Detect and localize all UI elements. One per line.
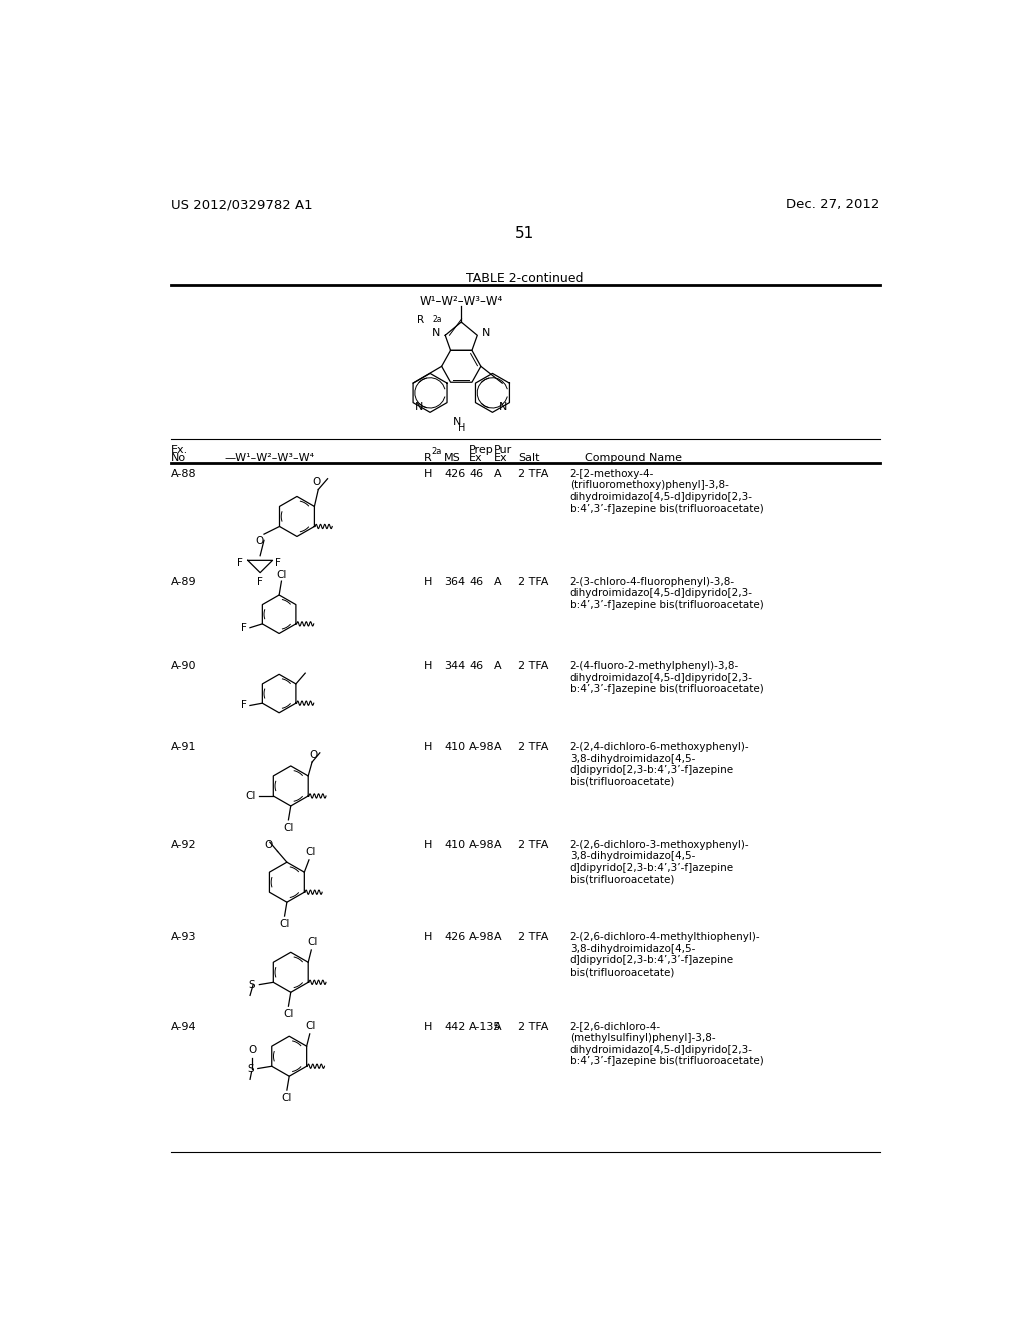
Text: 426: 426 [444, 932, 466, 942]
Text: H: H [424, 742, 432, 752]
Text: 51: 51 [515, 226, 535, 242]
Text: Cl: Cl [305, 1020, 315, 1031]
Text: 2-(2,6-dichloro-3-methoxyphenyl)-
3,8-dihydroimidazo[4,5-
d]dipyrido[2,3-b:4’,3’: 2-(2,6-dichloro-3-methoxyphenyl)- 3,8-di… [569, 840, 750, 884]
Text: N: N [499, 403, 508, 412]
Text: H: H [424, 1022, 432, 1031]
Text: 2a: 2a [432, 447, 442, 457]
Text: O: O [255, 536, 263, 545]
Text: A-94: A-94 [171, 1022, 197, 1031]
Text: 2-[2,6-dichloro-4-
(methylsulfinyl)phenyl]-3,8-
dihydroimidazo[4,5-d]dipyrido[2,: 2-[2,6-dichloro-4- (methylsulfinyl)pheny… [569, 1022, 764, 1067]
Text: Cl: Cl [246, 791, 256, 801]
Text: Cl: Cl [276, 570, 287, 579]
Text: F: F [238, 557, 243, 568]
Text: TABLE 2-continued: TABLE 2-continued [466, 272, 584, 285]
Text: A: A [494, 742, 502, 752]
Text: MS: MS [444, 453, 461, 463]
Text: Cl: Cl [284, 822, 294, 833]
Text: N: N [482, 327, 490, 338]
Text: 410: 410 [444, 742, 465, 752]
Text: Prep: Prep [469, 445, 494, 455]
Text: Pur: Pur [494, 445, 512, 455]
Text: O: O [309, 750, 317, 760]
Text: H: H [424, 577, 432, 586]
Text: 2 TFA: 2 TFA [518, 469, 548, 479]
Text: A-92: A-92 [171, 840, 197, 850]
Text: Ex.: Ex. [171, 445, 187, 455]
Text: A: A [494, 840, 502, 850]
Text: 2 TFA: 2 TFA [518, 932, 548, 942]
Text: Ex: Ex [469, 453, 482, 463]
Text: 2 TFA: 2 TFA [518, 1022, 548, 1031]
Text: N: N [453, 417, 461, 428]
Text: F: F [241, 623, 247, 634]
Text: 2a: 2a [433, 315, 442, 323]
Text: 2 TFA: 2 TFA [518, 742, 548, 752]
Text: W¹–W²–W³–W⁴: W¹–W²–W³–W⁴ [420, 296, 503, 309]
Text: H: H [424, 932, 432, 942]
Text: 2-[2-methoxy-4-
(trifluoromethoxy)phenyl]-3,8-
dihydroimidazo[4,5-d]dipyrido[2,3: 2-[2-methoxy-4- (trifluoromethoxy)phenyl… [569, 469, 764, 513]
Text: 426: 426 [444, 469, 466, 479]
Text: A: A [494, 577, 502, 586]
Text: No: No [171, 453, 185, 463]
Text: A-98: A-98 [469, 932, 495, 942]
Text: A-91: A-91 [171, 742, 197, 752]
Text: R: R [417, 315, 424, 325]
Text: A: A [494, 469, 502, 479]
Text: 2 TFA: 2 TFA [518, 577, 548, 586]
Text: A-88: A-88 [171, 469, 197, 479]
Text: 2-(4-fluoro-2-methylphenyl)-3,8-
dihydroimidazo[4,5-d]dipyrido[2,3-
b:4’,3’-f]az: 2-(4-fluoro-2-methylphenyl)-3,8- dihydro… [569, 661, 764, 694]
Text: 2-(3-chloro-4-fluorophenyl)-3,8-
dihydroimidazo[4,5-d]dipyrido[2,3-
b:4’,3’-f]az: 2-(3-chloro-4-fluorophenyl)-3,8- dihydro… [569, 577, 764, 610]
Text: A-93: A-93 [171, 932, 197, 942]
Text: S: S [249, 979, 255, 990]
Text: 46: 46 [469, 661, 483, 671]
Text: H: H [424, 661, 432, 671]
Text: O: O [264, 840, 272, 850]
Text: A: A [494, 1022, 502, 1031]
Text: 364: 364 [444, 577, 465, 586]
Text: US 2012/0329782 A1: US 2012/0329782 A1 [171, 198, 312, 211]
Text: F: F [257, 577, 263, 586]
Text: A-90: A-90 [171, 661, 197, 671]
Text: 2 TFA: 2 TFA [518, 840, 548, 850]
Text: R: R [424, 453, 432, 463]
Text: H: H [424, 469, 432, 479]
Text: Cl: Cl [307, 937, 317, 946]
Text: 2 TFA: 2 TFA [518, 661, 548, 671]
Text: 344: 344 [444, 661, 466, 671]
Text: 46: 46 [469, 469, 483, 479]
Text: H: H [424, 840, 432, 850]
Text: F: F [241, 701, 247, 710]
Text: Salt: Salt [518, 453, 540, 463]
Text: Cl: Cl [280, 919, 290, 929]
Text: Cl: Cl [282, 1093, 292, 1104]
Text: A: A [494, 932, 502, 942]
Text: F: F [274, 557, 281, 568]
Text: 2-(2,6-dichloro-4-methylthiophenyl)-
3,8-dihydroimidazo[4,5-
d]dipyrido[2,3-b:4’: 2-(2,6-dichloro-4-methylthiophenyl)- 3,8… [569, 932, 761, 977]
Text: Cl: Cl [305, 847, 315, 857]
Text: Dec. 27, 2012: Dec. 27, 2012 [785, 198, 879, 211]
Text: A-89: A-89 [171, 577, 197, 586]
Text: Cl: Cl [284, 1010, 294, 1019]
Text: O: O [248, 1045, 256, 1056]
Text: Compound Name: Compound Name [586, 453, 682, 463]
Text: S: S [248, 1064, 254, 1073]
Text: 2-(2,4-dichloro-6-methoxyphenyl)-
3,8-dihydroimidazo[4,5-
d]dipyrido[2,3-b:4’,3’: 2-(2,4-dichloro-6-methoxyphenyl)- 3,8-di… [569, 742, 750, 787]
Text: 410: 410 [444, 840, 465, 850]
Text: A-98: A-98 [469, 840, 495, 850]
Text: Ex: Ex [494, 453, 508, 463]
Text: N: N [415, 403, 424, 412]
Text: O: O [312, 478, 321, 487]
Text: A-135: A-135 [469, 1022, 502, 1031]
Text: —W¹–W²–W³–W⁴: —W¹–W²–W³–W⁴ [225, 453, 315, 463]
Text: H: H [458, 424, 465, 433]
Text: N: N [432, 327, 440, 338]
Text: A-98: A-98 [469, 742, 495, 752]
Text: 442: 442 [444, 1022, 466, 1031]
Text: A: A [494, 661, 502, 671]
Text: 46: 46 [469, 577, 483, 586]
